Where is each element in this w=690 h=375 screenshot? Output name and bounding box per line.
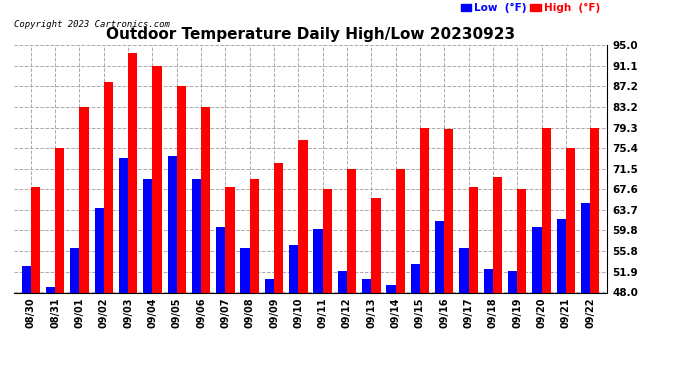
- Bar: [192, 179, 201, 292]
- Bar: [21, 266, 31, 292]
- Bar: [70, 248, 79, 292]
- Bar: [104, 82, 113, 292]
- Bar: [435, 221, 444, 292]
- Bar: [590, 128, 600, 292]
- Bar: [298, 140, 308, 292]
- Bar: [201, 107, 210, 292]
- Bar: [177, 86, 186, 292]
- Bar: [240, 248, 250, 292]
- Bar: [265, 279, 274, 292]
- Bar: [420, 128, 429, 292]
- Bar: [313, 229, 323, 292]
- Text: Copyright 2023 Cartronics.com: Copyright 2023 Cartronics.com: [14, 20, 170, 29]
- Legend: Low  (°F), High  (°F): Low (°F), High (°F): [459, 1, 602, 15]
- Bar: [119, 158, 128, 292]
- Bar: [79, 107, 89, 292]
- Bar: [323, 189, 332, 292]
- Bar: [493, 177, 502, 292]
- Bar: [518, 189, 526, 292]
- Bar: [411, 264, 420, 292]
- Bar: [168, 156, 177, 292]
- Bar: [444, 129, 453, 292]
- Bar: [542, 128, 551, 292]
- Bar: [386, 285, 395, 292]
- Bar: [55, 148, 64, 292]
- Bar: [371, 198, 381, 292]
- Bar: [484, 269, 493, 292]
- Bar: [128, 53, 137, 292]
- Title: Outdoor Temperature Daily High/Low 20230923: Outdoor Temperature Daily High/Low 20230…: [106, 27, 515, 42]
- Bar: [566, 148, 575, 292]
- Bar: [362, 279, 371, 292]
- Bar: [557, 219, 566, 292]
- Bar: [31, 187, 40, 292]
- Bar: [395, 169, 405, 292]
- Bar: [460, 248, 469, 292]
- Bar: [250, 179, 259, 292]
- Bar: [46, 287, 55, 292]
- Bar: [274, 164, 284, 292]
- Bar: [581, 203, 590, 292]
- Bar: [347, 169, 356, 292]
- Bar: [508, 272, 518, 292]
- Bar: [152, 66, 161, 292]
- Bar: [216, 226, 226, 292]
- Bar: [469, 187, 477, 292]
- Bar: [289, 245, 298, 292]
- Bar: [226, 187, 235, 292]
- Bar: [95, 208, 103, 292]
- Bar: [144, 179, 152, 292]
- Bar: [337, 272, 347, 292]
- Bar: [532, 226, 542, 292]
